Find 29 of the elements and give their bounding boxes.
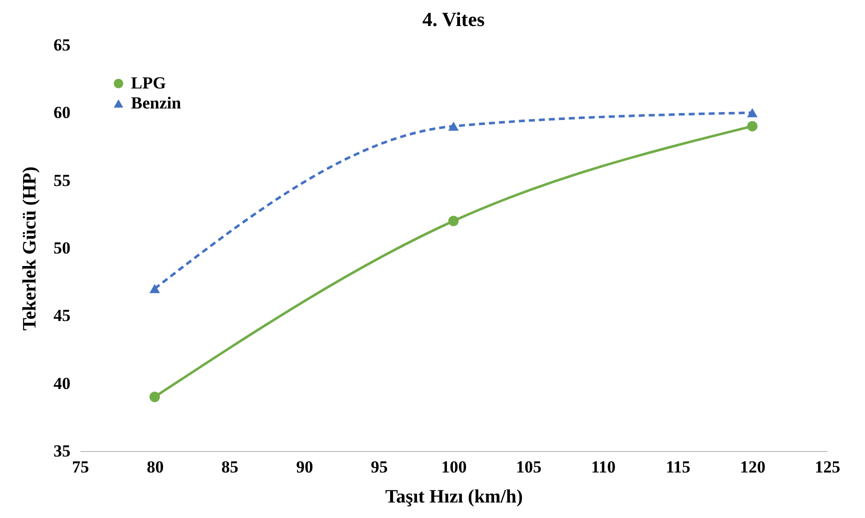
y-tick-label: 65 — [54, 36, 70, 54]
point — [747, 108, 758, 118]
x-tick-label: 80 — [146, 458, 164, 476]
legend-label: Benzin — [131, 94, 182, 112]
x-tick-label: 95 — [370, 458, 388, 476]
x-tick-label: 120 — [740, 458, 766, 476]
x-tick-label: 125 — [814, 458, 840, 476]
y-axis-title: Tekerlek Gücü (HP) — [20, 166, 40, 330]
x-tick-label: 100 — [441, 458, 467, 476]
x-tick-label: 90 — [296, 458, 314, 476]
y-tick-label: 55 — [54, 170, 70, 190]
x-axis-title: Taşıt Hızı (km/h) — [385, 486, 523, 508]
point — [747, 120, 758, 132]
x-tick-label: 115 — [666, 458, 690, 476]
point — [149, 284, 160, 294]
x-tick-label: 85 — [221, 458, 238, 476]
point — [149, 392, 160, 402]
y-tick-label: 40 — [54, 374, 70, 393]
y-tick-label: 35 — [54, 442, 70, 460]
legend-label: LPG — [131, 74, 166, 92]
x-tick-label: 110 — [591, 458, 616, 476]
y-tick-label: 50 — [54, 238, 70, 258]
point — [448, 122, 459, 131]
x-tick-label: 75 — [72, 458, 89, 476]
x-tick-label: 105 — [516, 458, 542, 476]
point — [448, 216, 459, 226]
chart-title: 4. Vites — [422, 9, 485, 31]
y-tick-label: 60 — [54, 103, 70, 122]
y-tick-label: 45 — [54, 306, 70, 326]
